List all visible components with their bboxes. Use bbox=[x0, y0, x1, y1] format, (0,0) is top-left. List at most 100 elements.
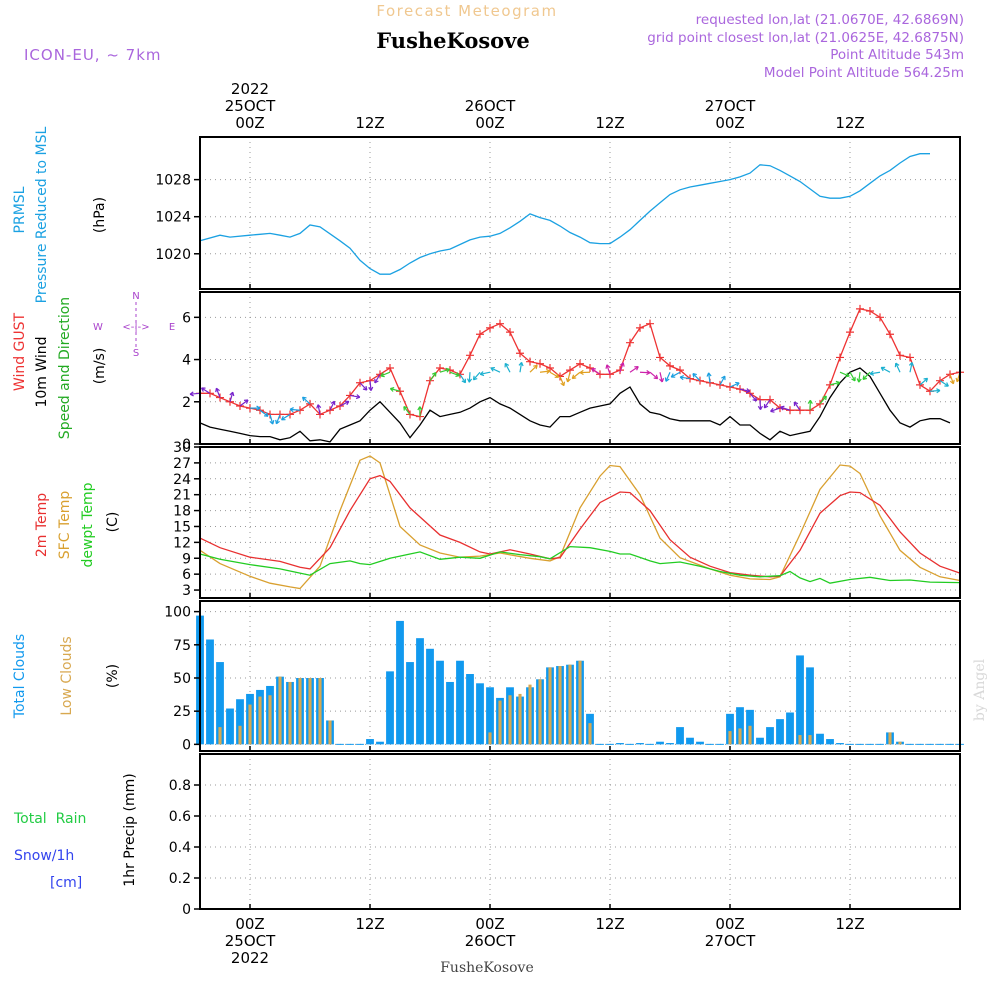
total-cloud-bar bbox=[376, 741, 384, 745]
model-label: ICON-EU, ~ 7km bbox=[24, 46, 162, 64]
low-cloud-bar bbox=[568, 664, 572, 745]
total-cloud-bar bbox=[686, 737, 694, 745]
y-tick-label: 4 bbox=[182, 353, 191, 369]
gust-marker bbox=[896, 351, 904, 360]
y-tick-label: 100 bbox=[164, 605, 191, 621]
wind-arrow bbox=[770, 407, 781, 412]
gust-marker bbox=[276, 410, 284, 419]
gust-marker bbox=[536, 359, 544, 368]
wind-arrow-head bbox=[229, 391, 235, 397]
wind-arrow bbox=[439, 368, 450, 373]
snow-label: Snow/1h bbox=[14, 848, 74, 864]
ms-label: (m/s) bbox=[92, 348, 108, 385]
wind-arrow bbox=[468, 372, 471, 383]
faded-title: Forecast Meteogram bbox=[376, 2, 557, 20]
wind-arrow-head bbox=[256, 405, 261, 411]
wind-arrow-head bbox=[368, 386, 374, 391]
total-cloud-bar bbox=[736, 707, 744, 745]
wind-arrow-head bbox=[461, 378, 467, 384]
x-label-top: 26OCT bbox=[465, 97, 516, 115]
y-tick-label: 2 bbox=[182, 395, 191, 411]
prmsl-label-2: Pressure Reduced to MSL bbox=[34, 126, 50, 303]
total-cloud-bar bbox=[776, 719, 784, 745]
y-tick-label: 1028 bbox=[155, 173, 191, 189]
total-cloud-bar bbox=[676, 727, 684, 745]
wind-arrow bbox=[566, 372, 571, 383]
wind-arrow-head bbox=[362, 386, 368, 391]
low-cloud-bar bbox=[588, 723, 592, 745]
gust-marker bbox=[626, 338, 634, 347]
total-cloud-bar bbox=[456, 660, 464, 745]
wind-arrow-head bbox=[807, 399, 813, 405]
wind-arrow bbox=[429, 372, 437, 382]
wind-arrow-head bbox=[880, 366, 886, 372]
x-label-bottom: 25OCT bbox=[225, 932, 276, 950]
y-tick-label: 30 bbox=[173, 440, 191, 456]
wind-arrow bbox=[519, 362, 523, 373]
wind-arrow-head bbox=[845, 372, 850, 378]
wind-arrow-head bbox=[243, 399, 249, 404]
wind-arrow bbox=[189, 392, 201, 395]
wind-arrow bbox=[619, 362, 624, 373]
wind-arrow bbox=[692, 373, 701, 382]
low-cloud-bar bbox=[558, 666, 562, 745]
gust-marker bbox=[656, 353, 664, 362]
wind-arrow-head bbox=[374, 378, 379, 384]
wind-arrow bbox=[665, 371, 671, 382]
wind-arrow bbox=[449, 371, 460, 377]
gust-label: Wind GUST bbox=[12, 312, 28, 391]
wind-arrow-head bbox=[822, 395, 827, 401]
total-cloud-bar bbox=[206, 639, 214, 745]
wind-arrow bbox=[862, 371, 871, 380]
gust-marker bbox=[846, 328, 854, 337]
pressure-line bbox=[199, 153, 930, 275]
wind-arrow bbox=[780, 406, 791, 411]
wind-arrow bbox=[539, 370, 550, 373]
y-tick-label: 0 bbox=[182, 737, 191, 753]
wind-arrow-head bbox=[579, 369, 584, 376]
wind-arrow-head bbox=[490, 366, 495, 372]
x-label-bottom: 00Z bbox=[235, 915, 264, 933]
wind-arrow-head bbox=[670, 373, 676, 378]
y-tick-label: 21 bbox=[173, 488, 191, 504]
gust-marker bbox=[876, 313, 884, 322]
gust-marker bbox=[946, 370, 954, 379]
gust-marker bbox=[386, 364, 394, 372]
total-cloud-bar bbox=[836, 743, 844, 745]
total-cloud-bar bbox=[806, 667, 814, 745]
y-tick-label: 15 bbox=[173, 519, 191, 535]
gust-marker bbox=[286, 410, 294, 419]
wind-arrow bbox=[390, 388, 401, 392]
total-cloud-bar bbox=[466, 674, 474, 745]
wind-arrow-head bbox=[835, 380, 841, 386]
wind-arrow bbox=[659, 372, 663, 383]
low-cloud-bar bbox=[248, 704, 252, 745]
y-tick-label: 24 bbox=[173, 472, 191, 488]
wind-arrow-head bbox=[565, 377, 571, 383]
wind-arrow-head bbox=[554, 373, 560, 378]
gust-marker bbox=[496, 319, 504, 328]
wind-arrow bbox=[380, 371, 391, 377]
low-cloud-bar bbox=[748, 725, 752, 745]
gust-marker bbox=[516, 349, 524, 358]
y-tick-label: 0.6 bbox=[169, 809, 191, 825]
low-cloud-bar bbox=[518, 693, 522, 745]
wind-arrow-head bbox=[380, 372, 385, 378]
x-label-bottom: 12Z bbox=[355, 915, 384, 933]
low-cloud-bar bbox=[328, 720, 332, 745]
wind-arrow-head bbox=[403, 406, 408, 411]
total-cloud-bar bbox=[476, 683, 484, 745]
precip-axis-label: 1hr Precip (mm) bbox=[122, 773, 138, 886]
total-cloud-bar bbox=[826, 739, 834, 745]
total-cloud-bar bbox=[236, 699, 244, 745]
panel-frame bbox=[199, 600, 961, 752]
total-cloud-bar bbox=[766, 727, 774, 745]
wind-arrow-head bbox=[780, 405, 785, 411]
wind-arrow bbox=[819, 395, 827, 405]
low-cloud-bar bbox=[278, 676, 282, 745]
wind-arrow bbox=[895, 362, 901, 373]
wind-arrow bbox=[729, 382, 740, 388]
wind-arrow-head bbox=[533, 364, 538, 370]
gust-marker bbox=[616, 366, 624, 375]
wind-arrow bbox=[359, 382, 368, 391]
